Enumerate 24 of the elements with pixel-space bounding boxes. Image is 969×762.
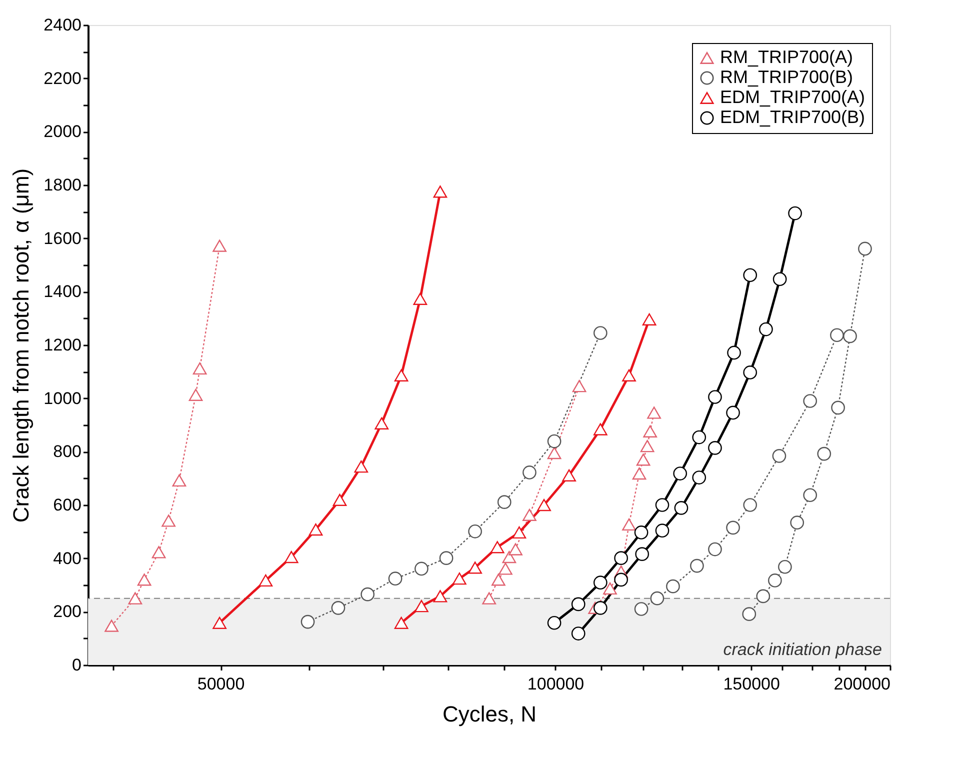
y-tick-label: 2400: [44, 16, 82, 34]
y-tick-label: 0: [72, 656, 82, 674]
y-tick-label: 2200: [44, 68, 82, 88]
y-tick-label: 1600: [44, 228, 82, 248]
x-axis-title: Cycles, N: [442, 702, 537, 726]
x-tick-label: 100000: [527, 674, 584, 694]
y-tick-label: 400: [53, 548, 82, 568]
y-tick-label: 800: [53, 442, 82, 462]
y-tick-label: 1400: [44, 282, 82, 302]
y-tick-label: 2000: [44, 122, 82, 142]
y-tick-label: 200: [53, 602, 82, 622]
y-tick-label: 1000: [44, 388, 82, 408]
y-tick-label: 1800: [44, 176, 82, 194]
y-axis-title: Crack length from notch root, α (μm): [8, 168, 34, 523]
legend-label: EDM_TRIP700(B): [720, 107, 866, 127]
legend-label: RM_TRIP700(A): [720, 47, 854, 67]
x-tick-label: 50000: [197, 674, 245, 694]
x-tick-label: 200000: [834, 674, 890, 694]
y-tick-label: 600: [53, 496, 82, 514]
x-tick-label: 150000: [723, 674, 780, 694]
band-label: crack initiation phase: [723, 640, 882, 659]
legend-label: RM_TRIP700(B): [720, 67, 854, 87]
legend-label: EDM_TRIP700(A): [720, 87, 866, 107]
y-tick-label: 1200: [44, 336, 82, 354]
